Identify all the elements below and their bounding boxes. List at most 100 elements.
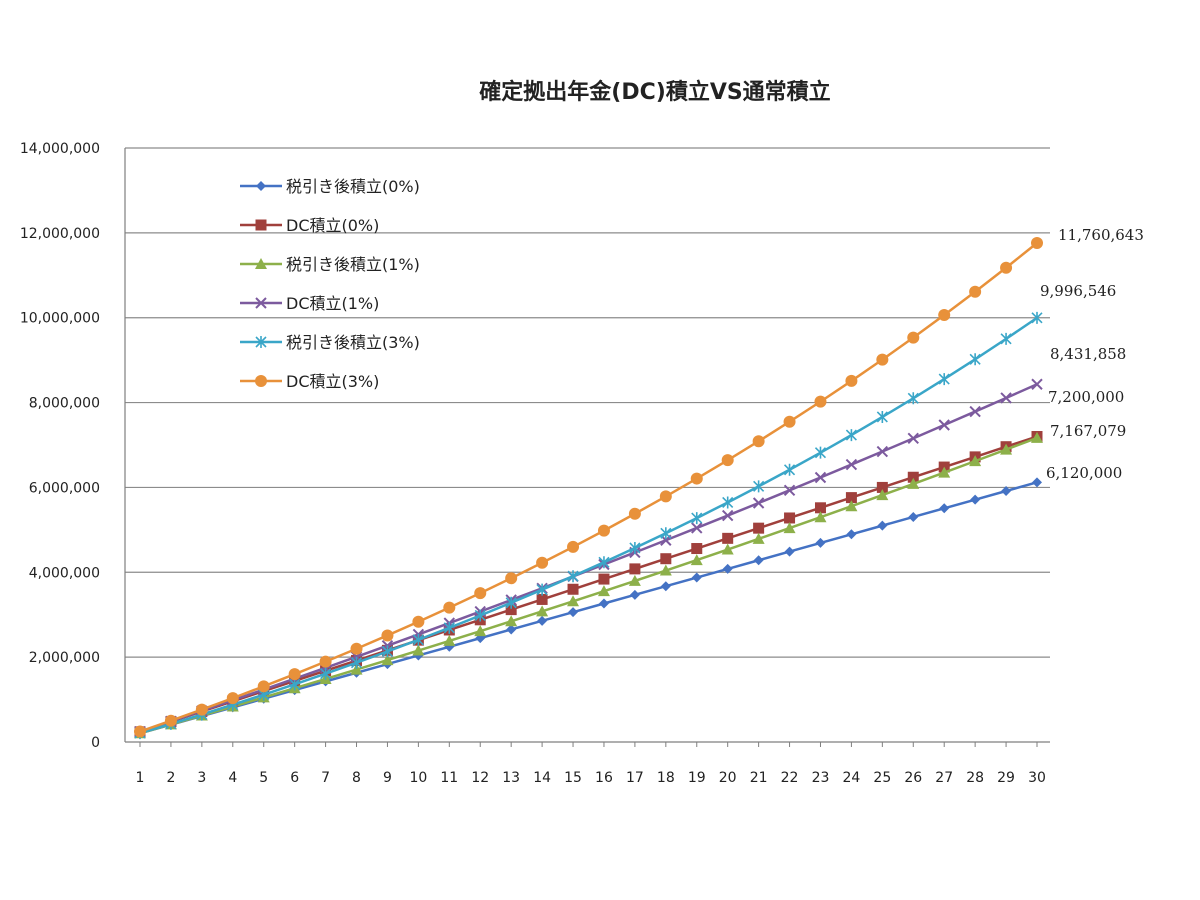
data-point: [752, 497, 765, 509]
data-point: [659, 490, 672, 503]
legend-label: 税引き後積立(0%): [286, 177, 420, 196]
x-tick-label: 6: [290, 770, 299, 786]
data-point: [691, 572, 702, 583]
data-point: [412, 615, 425, 628]
legend-marker: [255, 336, 267, 348]
x-axis-ticks: 1 2 3 4 5 6 7 8 9 10 11 12 13 14 15 16 17 18 19 20 21 22 23 24 2…: [136, 742, 1046, 786]
data-point: [628, 574, 641, 586]
data-point: [536, 556, 549, 569]
chart-title: 確定拠出年金(DC)積立VS通常積立: [479, 79, 830, 105]
data-point: [969, 405, 981, 418]
data-point: [567, 583, 579, 595]
series-group: [134, 237, 1043, 740]
y-tick-label: 6,000,000: [29, 480, 100, 496]
data-point: [1031, 237, 1043, 250]
y-axis-ticks: 0 2,000,000 4,000,000 6,000,000 8,000,000 10,…: [20, 141, 100, 751]
series-4: [134, 311, 1043, 740]
legend-label: DC積立(0%): [286, 216, 379, 235]
x-tick-label: 21: [750, 770, 768, 786]
data-point: [721, 543, 734, 555]
data-point: [350, 663, 363, 675]
data-point: [226, 692, 239, 705]
data-point: [938, 373, 950, 386]
data-point: [412, 633, 424, 646]
x-tick-label: 25: [873, 770, 891, 786]
data-point: [1000, 392, 1012, 404]
legend-item: DC積立(0%): [240, 216, 379, 235]
legend-item: DC積立(1%): [240, 294, 379, 313]
data-point: [288, 668, 301, 681]
data-point: [381, 629, 394, 642]
data-point: [753, 480, 765, 493]
data-point: [783, 484, 796, 497]
data-point: [257, 680, 270, 693]
y-tick-label: 12,000,000: [20, 226, 100, 242]
data-point: [443, 601, 456, 614]
data-point: [907, 392, 919, 405]
series-line: [139, 481, 1038, 735]
x-tick-label: 9: [383, 770, 392, 786]
data-point: [660, 581, 671, 592]
series-line: [139, 316, 1038, 735]
x-tick-label: 7: [321, 770, 330, 786]
data-point: [1031, 378, 1043, 390]
data-point: [938, 419, 950, 431]
legend-marker: [255, 297, 267, 309]
data-point: [1032, 477, 1042, 488]
data-point: [381, 645, 394, 658]
data-point: [597, 585, 610, 597]
data-point: [164, 714, 177, 727]
y-tick-label: 4,000,000: [29, 565, 100, 581]
data-point: [598, 598, 609, 609]
data-point: [1000, 261, 1013, 274]
x-tick-label: 19: [688, 770, 706, 786]
data-point: [134, 725, 146, 738]
data-point: [970, 494, 981, 505]
data-point: [691, 512, 703, 525]
data-point: [1031, 431, 1043, 443]
data-point: [598, 556, 610, 569]
data-point: [505, 615, 518, 627]
data-point: [660, 553, 672, 565]
data-point: [784, 546, 795, 557]
legend-marker: [255, 375, 267, 387]
legend-marker: [255, 258, 267, 269]
data-point: [505, 596, 517, 609]
data-point: [567, 595, 580, 607]
series-line: [139, 435, 1038, 734]
data-point: [598, 573, 610, 585]
data-point: [443, 634, 456, 646]
data-point: [784, 512, 796, 524]
data-point: [814, 395, 827, 408]
data-point: [846, 529, 857, 540]
y-tick-label: 10,000,000: [20, 311, 100, 327]
x-tick-label: 30: [1028, 770, 1046, 786]
series-line: [139, 436, 1038, 735]
data-point: [381, 654, 394, 666]
legend-item: 税引き後積立(3%): [240, 333, 420, 352]
data-point: [567, 540, 580, 553]
data-point: [691, 543, 703, 555]
data-point: [907, 432, 919, 445]
data-point: [969, 455, 982, 467]
data-point: [876, 481, 888, 493]
x-tick-label: 1: [136, 770, 145, 786]
data-point: [568, 607, 579, 618]
data-point: [783, 463, 796, 476]
data-point: [815, 537, 826, 548]
data-point: [783, 415, 796, 428]
data-point: [939, 503, 950, 514]
legend-marker: [255, 219, 267, 231]
legend-item: DC積立(3%): [240, 372, 379, 391]
data-point: [845, 500, 858, 512]
end-labels: 6,120,000 7,200,000 7,167,079 8,431,858 9,99…: [1040, 226, 1144, 482]
data-point: [350, 642, 363, 655]
grid: [124, 147, 1050, 743]
data-point: [320, 667, 332, 680]
data-point: [443, 621, 455, 634]
data-point: [289, 678, 301, 691]
data-point: [659, 564, 672, 576]
end-value-label: 9,996,546: [1040, 282, 1116, 300]
data-point: [907, 471, 919, 483]
data-point: [908, 511, 919, 522]
